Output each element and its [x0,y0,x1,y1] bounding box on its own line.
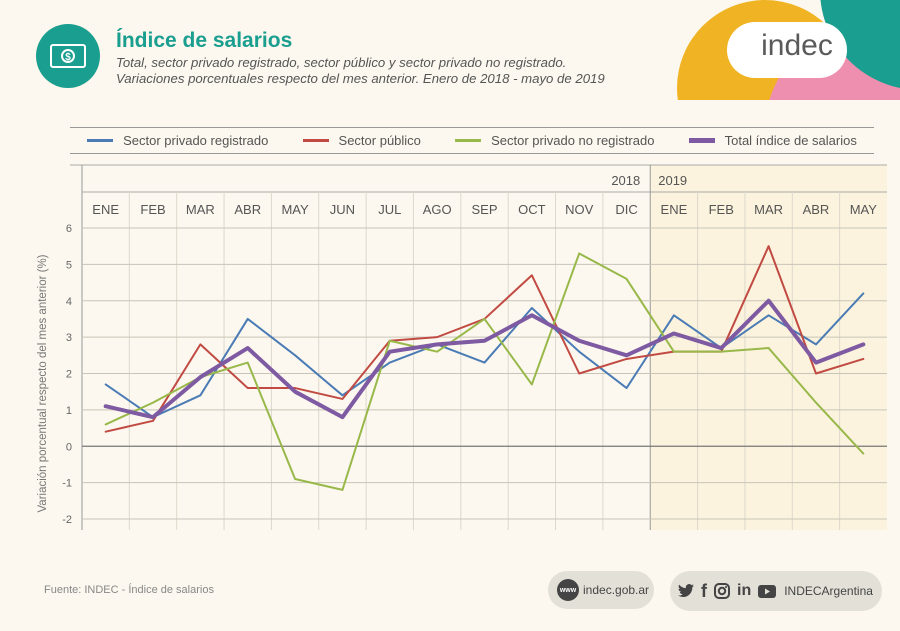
y-tick-label: 4 [66,296,72,308]
page-subtitle: Total, sector privado registrado, sector… [116,55,605,87]
year-label: 2019 [658,173,687,188]
month-label: FEB [709,202,734,217]
social-links: f in INDECArgentina [670,571,882,611]
legend-label: Sector privado no registrado [491,133,655,148]
twitter-icon[interactable] [678,584,694,598]
social-handle: INDECArgentina [784,584,873,598]
legend-item: Sector privado registrado [87,133,268,148]
series-line [103,298,866,420]
y-axis-label: Variación porcentual respecto del mes an… [37,254,49,512]
month-label: AGO [423,202,452,217]
legend-item: Sector público [302,133,421,148]
legend-label: Sector privado registrado [123,133,269,148]
legend-item: Total índice de salarios [688,133,857,148]
month-label: FEB [140,202,165,217]
y-tick-label: 3 [66,332,72,344]
series-line [104,252,865,491]
subtitle-line-2: Variaciones porcentuales respecto del me… [116,71,605,86]
website-label: indec.gob.ar [583,583,650,597]
month-label: ABR [803,202,830,217]
y-tick-label: 6 [66,223,72,235]
legend-label: Total índice de salarios [724,133,857,148]
month-label: MAY [281,202,309,217]
subtitle-line-1: Total, sector privado registrado, sector… [116,55,567,70]
facebook-icon[interactable]: f [701,580,707,601]
month-label: JUN [330,202,355,217]
y-tick-label: 1 [66,405,72,417]
y-tick-label: 2 [66,369,72,381]
legend-item: Sector privado no registrado [455,133,654,148]
month-label: MAR [186,202,215,217]
series-line [104,292,865,419]
month-label: JUL [378,202,401,217]
month-label: SEP [471,202,497,217]
instagram-icon[interactable] [714,583,730,599]
brand-decoration [670,0,900,100]
y-tick-label: 0 [66,441,72,453]
y-tick-label: -1 [62,478,72,490]
page-title: Índice de salarios [116,29,293,52]
legend-swatch [688,138,715,143]
wage-index-line-chart: 2018 2019 ENE FEB MAR ABR MAY JUN JUL AGO SEP OCT NO… [37,164,887,530]
youtube-icon[interactable] [758,584,777,598]
legend-swatch [302,139,329,142]
website-link[interactable]: www indec.gob.ar [548,571,654,609]
month-label: NOV [565,202,594,217]
month-label: MAY [850,202,878,217]
month-label: MAR [754,202,783,217]
year-label: 2018 [611,173,640,188]
y-tick-label: 5 [66,259,72,271]
y-tick-label: -2 [62,514,72,526]
month-label: ABR [234,202,261,217]
indec-logo: indec [761,29,833,62]
month-label: DIC [615,202,637,217]
month-label: OCT [518,202,546,217]
month-label: ENE [92,202,119,217]
linkedin-icon[interactable]: in [737,582,752,599]
source-note: Fuente: INDEC - Índice de salarios [44,584,214,596]
chart-legend: Sector privado registrado Sector público S… [70,127,874,154]
legend-swatch [455,139,482,142]
legend-swatch [87,139,114,142]
svg-text:$: $ [65,52,71,63]
globe-icon: www [557,579,579,601]
money-icon: $ [36,24,100,88]
legend-label: Sector público [338,133,421,148]
month-label: ENE [661,202,688,217]
